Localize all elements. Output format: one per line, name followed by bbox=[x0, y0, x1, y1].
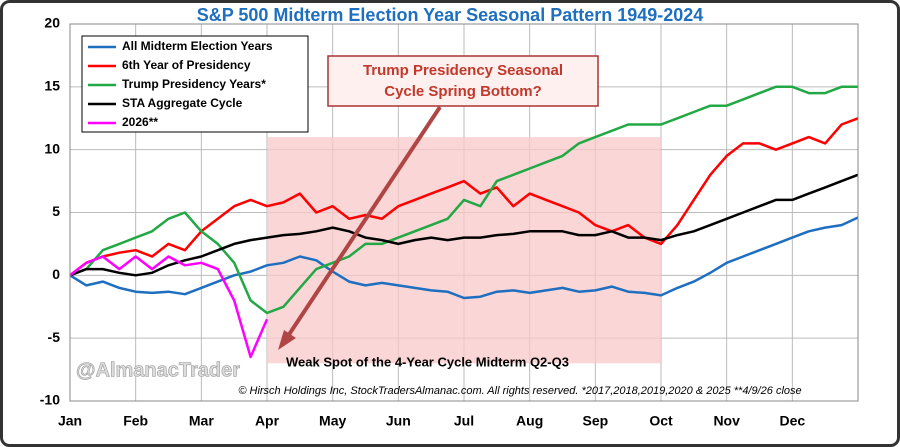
series-line bbox=[69, 173, 859, 277]
arrow-head bbox=[278, 330, 296, 350]
x-tick-label: Mar bbox=[189, 413, 214, 429]
legend-label: 6th Year of Presidency bbox=[122, 58, 251, 72]
legend-label: 2026** bbox=[122, 115, 158, 129]
x-tick-label: Dec bbox=[779, 413, 805, 429]
callout-arrow bbox=[286, 105, 442, 338]
legend-label: All Midterm Election Years bbox=[122, 39, 273, 53]
x-tick-label: Oct bbox=[649, 413, 673, 429]
callout-box bbox=[327, 55, 599, 107]
series-line bbox=[69, 255, 269, 359]
x-tick-label: Jun bbox=[386, 413, 411, 429]
y-tick-label: 15 bbox=[44, 78, 60, 94]
highlight-layer bbox=[267, 137, 661, 364]
y-tick-label: 10 bbox=[44, 140, 60, 156]
y-tick-label: -10 bbox=[40, 392, 60, 408]
x-tick-label: Feb bbox=[123, 413, 148, 429]
callout-text: Cycle Spring Bottom? bbox=[384, 83, 542, 100]
x-tick-label: Jul bbox=[454, 413, 474, 429]
legend: All Midterm Election Years 6th Year of Pr… bbox=[81, 35, 309, 133]
highlight-region bbox=[267, 137, 661, 364]
x-tick-label: Nov bbox=[713, 413, 740, 429]
chart-title: S&P 500 Midterm Election Year Seasonal P… bbox=[197, 5, 704, 25]
legend-label: Trump Presidency Years* bbox=[122, 77, 266, 91]
watermark: @AlmanacTrader bbox=[76, 359, 240, 381]
y-tick-label: -5 bbox=[48, 329, 61, 345]
series-line bbox=[69, 216, 859, 300]
highlight-label: Weak Spot of the 4-Year Cycle Midterm Q2… bbox=[286, 354, 569, 369]
callout: Trump Presidency Seasonal Cycle Spring B… bbox=[278, 55, 599, 350]
lines-layer bbox=[69, 85, 859, 359]
callout-text: Trump Presidency Seasonal bbox=[363, 62, 563, 79]
y-tick-label: 0 bbox=[52, 266, 60, 282]
legend-label: STA Aggregate Cycle bbox=[122, 96, 243, 110]
x-tick-label: Aug bbox=[516, 413, 543, 429]
legend-box bbox=[81, 35, 309, 133]
footer: © Hirsch Holdings Inc, StockTradersAlman… bbox=[238, 385, 801, 397]
x-tick-label: May bbox=[319, 413, 346, 429]
x-tick-label: Jan bbox=[58, 413, 82, 429]
y-tick-label: 20 bbox=[44, 15, 60, 31]
y-tick-label: 5 bbox=[52, 203, 60, 219]
x-tick-label: Apr bbox=[255, 413, 280, 429]
x-tick-label: Sep bbox=[582, 413, 608, 429]
plot-frame bbox=[69, 23, 859, 402]
series-line bbox=[69, 85, 858, 315]
